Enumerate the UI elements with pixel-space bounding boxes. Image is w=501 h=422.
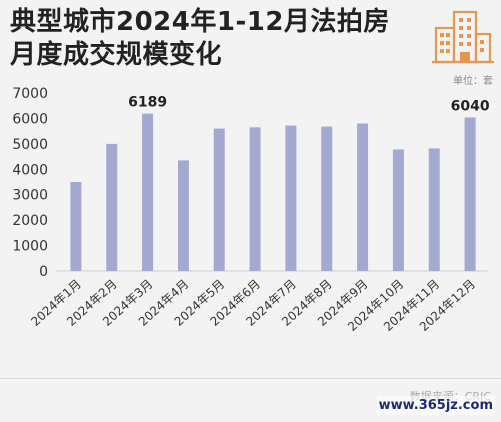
bar [285, 125, 297, 271]
bar [392, 149, 404, 271]
y-tick-label: 3000 [12, 188, 48, 204]
bar [213, 128, 225, 271]
bar [249, 127, 261, 271]
bar-chart: 010002000300040005000600070002024年1月2024… [12, 86, 490, 334]
bar [321, 126, 333, 272]
y-tick-label: 2000 [12, 213, 48, 229]
y-tick-label: 0 [39, 264, 48, 280]
y-tick-label: 5000 [12, 137, 48, 153]
footer-divider [0, 378, 501, 379]
bar [142, 113, 154, 271]
bar [106, 143, 118, 271]
chart-title-line-2: 月度成交规模变化 [10, 40, 223, 70]
bar [428, 148, 440, 271]
bar [464, 117, 476, 271]
data-label: 6189 [128, 95, 167, 111]
chart-title: 典型城市2024年1-12月法拍房 月度成交规模变化 [10, 6, 410, 72]
bar [357, 123, 369, 271]
y-tick-label: 7000 [12, 86, 48, 102]
y-tick-label: 4000 [12, 162, 48, 178]
building-icon [432, 10, 494, 64]
data-label: 6040 [451, 98, 490, 114]
y-tick-label: 6000 [12, 111, 48, 127]
unit-label: 单位：套 [453, 76, 493, 87]
bar [177, 160, 189, 271]
bar [70, 182, 82, 271]
chart-title-line-1: 典型城市2024年1-12月法拍房 [10, 7, 390, 37]
y-tick-label: 1000 [12, 239, 48, 255]
site-watermark: www.365jz.com [376, 396, 495, 415]
